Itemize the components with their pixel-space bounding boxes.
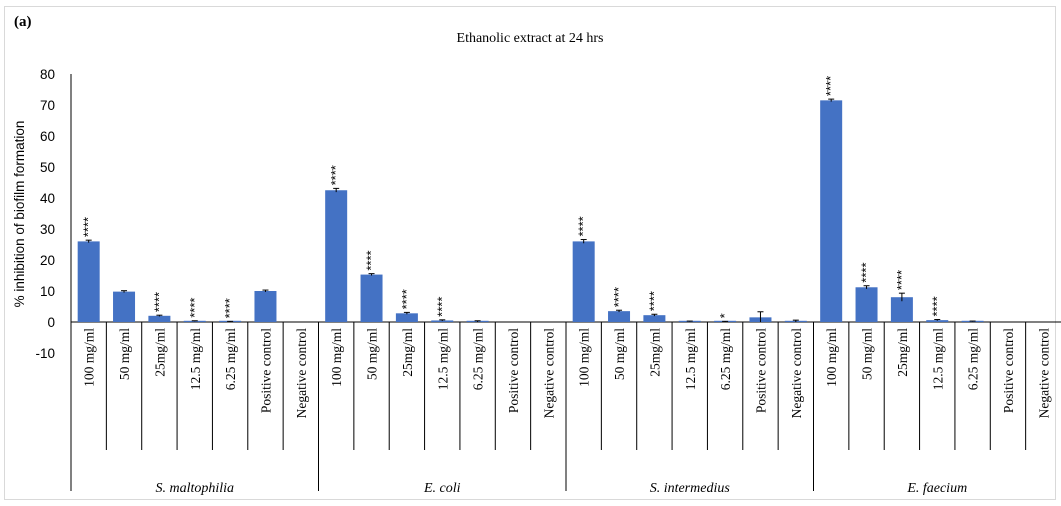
- significance-label: ****: [364, 250, 379, 270]
- x-tick-label: 25mg/ml: [895, 328, 910, 377]
- x-tick-label: 12.5 mg/ml: [188, 328, 203, 391]
- x-tick-label: Positive control: [753, 328, 768, 413]
- bar: [572, 241, 595, 322]
- significance-label: ****: [151, 292, 166, 312]
- x-tick-label: Positive control: [1001, 328, 1016, 413]
- x-tick-label: 6.25 mg/ml: [471, 328, 486, 391]
- significance-label: ****: [611, 287, 626, 307]
- y-tick-label: 30: [40, 222, 55, 237]
- x-tick-label: 50 mg/ml: [117, 328, 132, 380]
- y-tick-label: 80: [40, 67, 55, 82]
- x-tick-label: Positive control: [506, 328, 521, 413]
- y-ticks: 80 70 60 50 40 30 20 10 0 -10: [35, 67, 55, 361]
- bars: ******** **** **************** ************…: [77, 76, 984, 322]
- chart-frame: [4, 6, 1056, 500]
- group-label: S. maltophilia: [155, 481, 234, 496]
- x-tick-label: 25mg/ml: [152, 328, 167, 377]
- x-tick-label: 25mg/ml: [400, 328, 415, 377]
- bar: [395, 313, 418, 322]
- x-tick-label: 6.25 mg/ml: [718, 328, 733, 391]
- x-tick-label: 50 mg/ml: [612, 328, 627, 380]
- y-tick-label: 10: [40, 284, 55, 299]
- chart-title: Ethanolic extract at 24 hrs: [457, 31, 604, 46]
- x-tick-label: Negative control: [1036, 328, 1051, 419]
- significance-label: ****: [859, 262, 874, 282]
- x-tick-label: 6.25 mg/ml: [966, 328, 981, 391]
- x-tick-label: Negative control: [294, 328, 309, 419]
- y-tick-label: 0: [47, 315, 55, 330]
- significance-label: ****: [823, 76, 838, 96]
- bar: [608, 311, 631, 322]
- y-tick-label: -10: [35, 346, 55, 361]
- bar: [360, 274, 383, 322]
- x-tick-label: 25mg/ml: [647, 328, 662, 377]
- bar: [77, 241, 100, 322]
- y-tick-label: 60: [40, 129, 55, 144]
- x-tick-label: 50 mg/ml: [860, 328, 875, 380]
- bar: [148, 315, 171, 322]
- axes: [70, 74, 1061, 491]
- significance-label: ****: [328, 165, 343, 185]
- significance-label: ****: [646, 291, 661, 311]
- significance-label: ****: [222, 298, 237, 318]
- x-tick-label: 100 mg/ml: [329, 328, 344, 387]
- bar: [183, 320, 206, 322]
- x-tick-label: 50 mg/ml: [365, 328, 380, 380]
- group-label: E. faecium: [906, 481, 967, 496]
- bar: [643, 315, 666, 322]
- y-tick-label: 40: [40, 191, 55, 206]
- significance-label: ****: [929, 296, 944, 316]
- x-tick-label: 12.5 mg/ml: [683, 328, 698, 391]
- y-tick-label: 50: [40, 160, 55, 175]
- x-tick-label: 100 mg/ml: [577, 328, 592, 387]
- x-labels: 100 mg/ml 50 mg/ml 25mg/ml 12.5 mg/ml 6.25 m…: [82, 328, 1052, 496]
- x-tick-label: Positive control: [258, 328, 273, 413]
- significance-label: ****: [81, 217, 96, 237]
- x-tick-label: 100 mg/ml: [824, 328, 839, 387]
- significance-label: ****: [576, 216, 591, 236]
- x-tick-label: 12.5 mg/ml: [930, 328, 945, 391]
- y-axis-label: % inhibition of biofilm formation: [12, 121, 27, 308]
- significance-label: ****: [894, 270, 909, 290]
- bar: [325, 190, 348, 322]
- significance-label: ****: [399, 289, 414, 309]
- bar: [855, 287, 878, 322]
- bar: [254, 291, 277, 322]
- bar: [926, 320, 949, 322]
- x-tick-label: 12.5 mg/ml: [435, 328, 450, 391]
- significance-label: ****: [434, 297, 449, 317]
- group-label: E. coli: [423, 481, 461, 496]
- x-tick-label: 100 mg/ml: [82, 328, 97, 387]
- x-tick-label: Negative control: [541, 328, 556, 419]
- bar: [431, 320, 454, 322]
- y-tick-label: 70: [40, 98, 55, 113]
- significance-label: ****: [187, 298, 202, 318]
- x-tick-label: Negative control: [789, 328, 804, 419]
- bar: [890, 297, 913, 322]
- x-tick-label: 6.25 mg/ml: [223, 328, 238, 391]
- significance-label: *: [717, 313, 732, 318]
- bar: [113, 291, 136, 322]
- panel-label: (a): [14, 14, 32, 30]
- group-label: S. intermedius: [650, 481, 731, 496]
- y-tick-label: 20: [40, 253, 55, 268]
- bar: [820, 100, 843, 322]
